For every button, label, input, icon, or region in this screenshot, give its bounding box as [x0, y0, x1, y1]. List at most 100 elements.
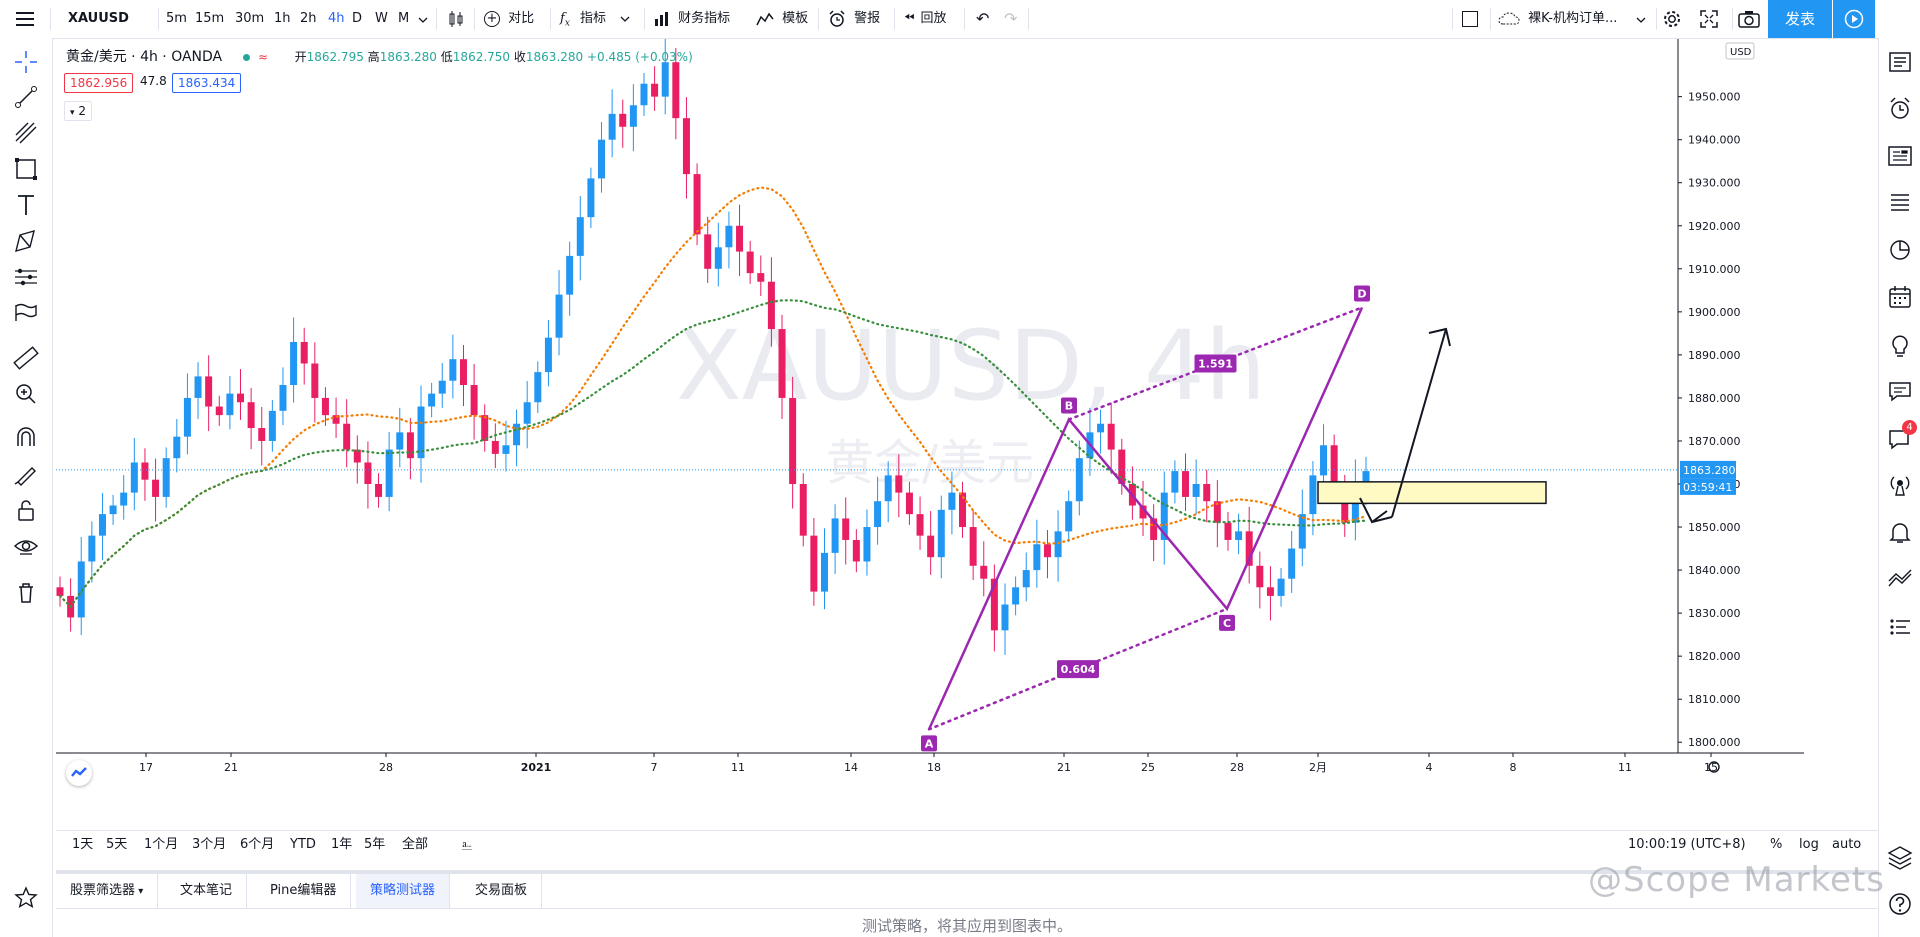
undo-button[interactable]: ↶: [976, 9, 990, 28]
financials-button[interactable]: 财务指标: [654, 0, 730, 38]
timeframe-d[interactable]: D: [352, 11, 363, 26]
news-icon[interactable]: [1886, 142, 1914, 170]
chevron-down-icon[interactable]: [418, 15, 428, 25]
range-button[interactable]: 全部: [402, 837, 429, 852]
chevron-down-icon[interactable]: [1636, 15, 1646, 25]
range-button[interactable]: 1个月: [144, 837, 179, 852]
price-tick-label: 1890.000: [1688, 349, 1741, 362]
tradingview-logo[interactable]: [66, 760, 92, 786]
menu-icon[interactable]: [14, 9, 36, 29]
range-button[interactable]: 5天: [106, 837, 128, 852]
templates-button[interactable]: 模板: [756, 0, 808, 38]
auto-toggle[interactable]: auto: [1832, 837, 1862, 852]
indicators-button[interactable]: fx 指标: [560, 0, 630, 38]
alert-button[interactable]: 警报: [828, 0, 880, 38]
rectangle-tool-icon[interactable]: [12, 155, 40, 183]
bid-price[interactable]: 1862.956: [64, 73, 134, 93]
panel-tab[interactable]: 文本笔记: [166, 874, 248, 908]
timeframe-4h[interactable]: 4h: [328, 11, 345, 26]
notifications-button[interactable]: 4: [1886, 420, 1917, 452]
candle-body: [1330, 445, 1338, 493]
play-button[interactable]: [1833, 0, 1875, 38]
streams-icon[interactable]: [1886, 471, 1914, 499]
candles-icon[interactable]: [448, 9, 464, 29]
ask-price[interactable]: 1863.434: [172, 73, 242, 93]
forecast-tool-icon[interactable]: [12, 263, 40, 291]
range-bar: 1天 5天 1个月 3个月 6个月 YTD 1年 5年 全部 ⎁ 10:00:19 (UTC+8…: [56, 830, 1878, 859]
bell-icon[interactable]: [1886, 518, 1914, 546]
timeframe-w[interactable]: W: [375, 11, 388, 26]
timeframe-m[interactable]: M: [398, 11, 410, 26]
camera-icon[interactable]: [1738, 10, 1760, 28]
range-button[interactable]: YTD: [290, 837, 316, 852]
gear-icon[interactable]: [1662, 9, 1682, 29]
layout-button[interactable]: 裸K-机构订单...: [1498, 0, 1617, 38]
range-button[interactable]: 6个月: [240, 837, 275, 852]
percent-toggle[interactable]: %: [1770, 837, 1783, 852]
candle-body: [778, 329, 786, 398]
redo-button[interactable]: ↷: [1004, 9, 1018, 28]
replay-button[interactable]: ⏪︎ 回放: [904, 0, 947, 38]
magnet-icon[interactable]: [12, 424, 40, 452]
data-window-icon[interactable]: [1886, 189, 1914, 217]
pitchfork-icon[interactable]: [12, 119, 40, 147]
timeframe-5m[interactable]: 5m: [166, 11, 187, 26]
star-icon[interactable]: [12, 884, 40, 912]
zoom-icon[interactable]: [12, 380, 40, 408]
chart-settings-gear-icon[interactable]: [1708, 761, 1720, 773]
crosshair-icon[interactable]: [12, 48, 40, 76]
currency-box[interactable]: [1725, 42, 1755, 60]
range-button[interactable]: 3个月: [192, 837, 227, 852]
fullscreen-icon[interactable]: [1700, 10, 1718, 28]
price-tick-label: 1840.000: [1688, 564, 1741, 577]
ideas-icon[interactable]: [1886, 330, 1914, 358]
hotlist-icon[interactable]: [1886, 236, 1914, 264]
layers-icon[interactable]: [1886, 843, 1914, 871]
range-button[interactable]: 1天: [72, 837, 94, 852]
timeframe-1h[interactable]: 1h: [274, 11, 291, 26]
timeframe-2h[interactable]: 2h: [300, 11, 317, 26]
chevron-down-icon[interactable]: ▾: [135, 886, 144, 897]
candle-body: [651, 83, 659, 97]
help-icon[interactable]: [1886, 890, 1914, 918]
trend-line-icon[interactable]: [12, 83, 40, 111]
trend-chart-icon[interactable]: [1886, 566, 1914, 594]
chat-icon[interactable]: [1886, 377, 1914, 405]
panel-tab-label: 交易面板: [475, 883, 528, 898]
chevron-down-icon[interactable]: [620, 14, 630, 24]
watchlist-icon[interactable]: [1886, 48, 1914, 76]
panel-tab[interactable]: 交易面板: [461, 874, 543, 908]
publish-button[interactable]: 发表: [1768, 0, 1832, 38]
compare-button[interactable]: + 对比: [484, 0, 534, 38]
ruler-icon[interactable]: [12, 344, 40, 372]
square-icon[interactable]: [1462, 11, 1478, 27]
date-range-icon[interactable]: ⎁: [461, 836, 474, 854]
range-button[interactable]: 5年: [364, 837, 386, 852]
candle-body: [704, 234, 712, 269]
flag-icon[interactable]: [12, 299, 40, 327]
candle-body: [523, 402, 531, 424]
timeframe-15m[interactable]: 15m: [195, 11, 225, 26]
calendar-icon[interactable]: [1886, 283, 1914, 311]
lock-icon[interactable]: [12, 496, 40, 524]
panel-tab[interactable]: Pine编辑器: [256, 874, 352, 908]
dom-icon[interactable]: [1886, 613, 1914, 641]
panel-tab[interactable]: 股票筛选器 ▾: [56, 874, 159, 908]
symbol-search[interactable]: XAUUSD: [68, 11, 129, 26]
alarm-clock-icon[interactable]: [1886, 95, 1914, 123]
range-button[interactable]: 1年: [331, 837, 353, 852]
text-tool-icon[interactable]: [12, 191, 40, 219]
symbol-title[interactable]: 黄金/美元 · 4h · OANDA: [66, 49, 223, 65]
eye-icon[interactable]: [12, 532, 40, 560]
pattern-tool-icon[interactable]: [12, 227, 40, 255]
panel-tab[interactable]: 策略测试器: [356, 874, 451, 908]
time-tick-label: 4: [1426, 761, 1433, 774]
panel-tab-label: 股票筛选器: [70, 883, 136, 898]
stay-drawing-icon[interactable]: [12, 460, 40, 488]
clock[interactable]: 10:00:19 (UTC+8): [1628, 837, 1746, 852]
timeframe-30m[interactable]: 30m: [235, 11, 265, 26]
trash-icon[interactable]: [12, 578, 40, 606]
indicators-collapse-button[interactable]: ▾ 2: [64, 101, 92, 121]
price-chart[interactable]: XAUUSD, 4h 黄金/美元 1950.000 1940.000 1930.000 1…: [56, 39, 1804, 796]
log-toggle[interactable]: log: [1799, 837, 1819, 852]
